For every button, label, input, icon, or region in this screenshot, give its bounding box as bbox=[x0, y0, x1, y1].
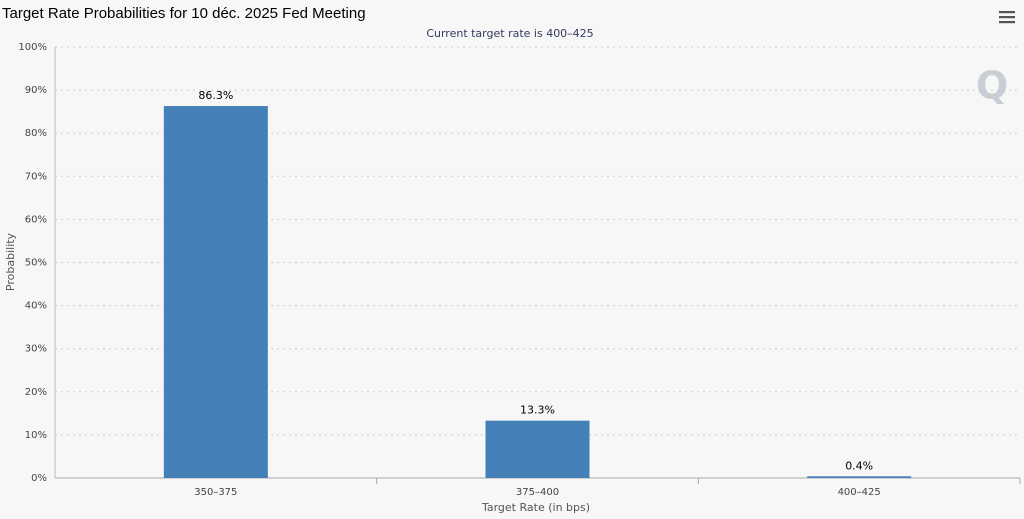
y-tick-label: 50% bbox=[25, 258, 47, 269]
watermark: Q bbox=[976, 64, 1008, 108]
y-tick-label: 20% bbox=[25, 387, 47, 398]
x-axis-label: Target Rate (in bps) bbox=[481, 501, 590, 514]
chart-title: Target Rate Probabilities for 10 déc. 20… bbox=[2, 5, 366, 22]
y-tick-label: 40% bbox=[25, 301, 47, 312]
data-label: 86.3% bbox=[198, 89, 233, 102]
y-tick-label: 90% bbox=[25, 85, 47, 96]
menu-bar bbox=[999, 11, 1015, 14]
y-axis-label: Probability bbox=[4, 232, 17, 291]
chart-subtitle: Current target rate is 400–425 bbox=[426, 27, 593, 40]
data-label: 0.4% bbox=[845, 459, 873, 472]
data-label: 13.3% bbox=[520, 404, 555, 417]
y-tick-label: 70% bbox=[25, 171, 47, 182]
menu-bar bbox=[999, 16, 1015, 19]
menu-bar bbox=[999, 21, 1015, 24]
x-tick-label: 350–375 bbox=[194, 487, 237, 498]
x-tick-label: 375–400 bbox=[516, 487, 559, 498]
y-tick-label: 80% bbox=[25, 128, 47, 139]
y-tick-label: 10% bbox=[25, 430, 47, 441]
x-tick-label: 400–425 bbox=[838, 487, 881, 498]
bar bbox=[163, 106, 268, 478]
y-tick-label: 60% bbox=[25, 214, 47, 225]
y-tick-label: 100% bbox=[18, 42, 47, 53]
bar bbox=[807, 476, 912, 478]
y-tick-label: 0% bbox=[31, 473, 47, 484]
y-tick-label: 30% bbox=[25, 344, 47, 355]
bar bbox=[485, 420, 590, 478]
menu-button[interactable] bbox=[999, 11, 1015, 24]
